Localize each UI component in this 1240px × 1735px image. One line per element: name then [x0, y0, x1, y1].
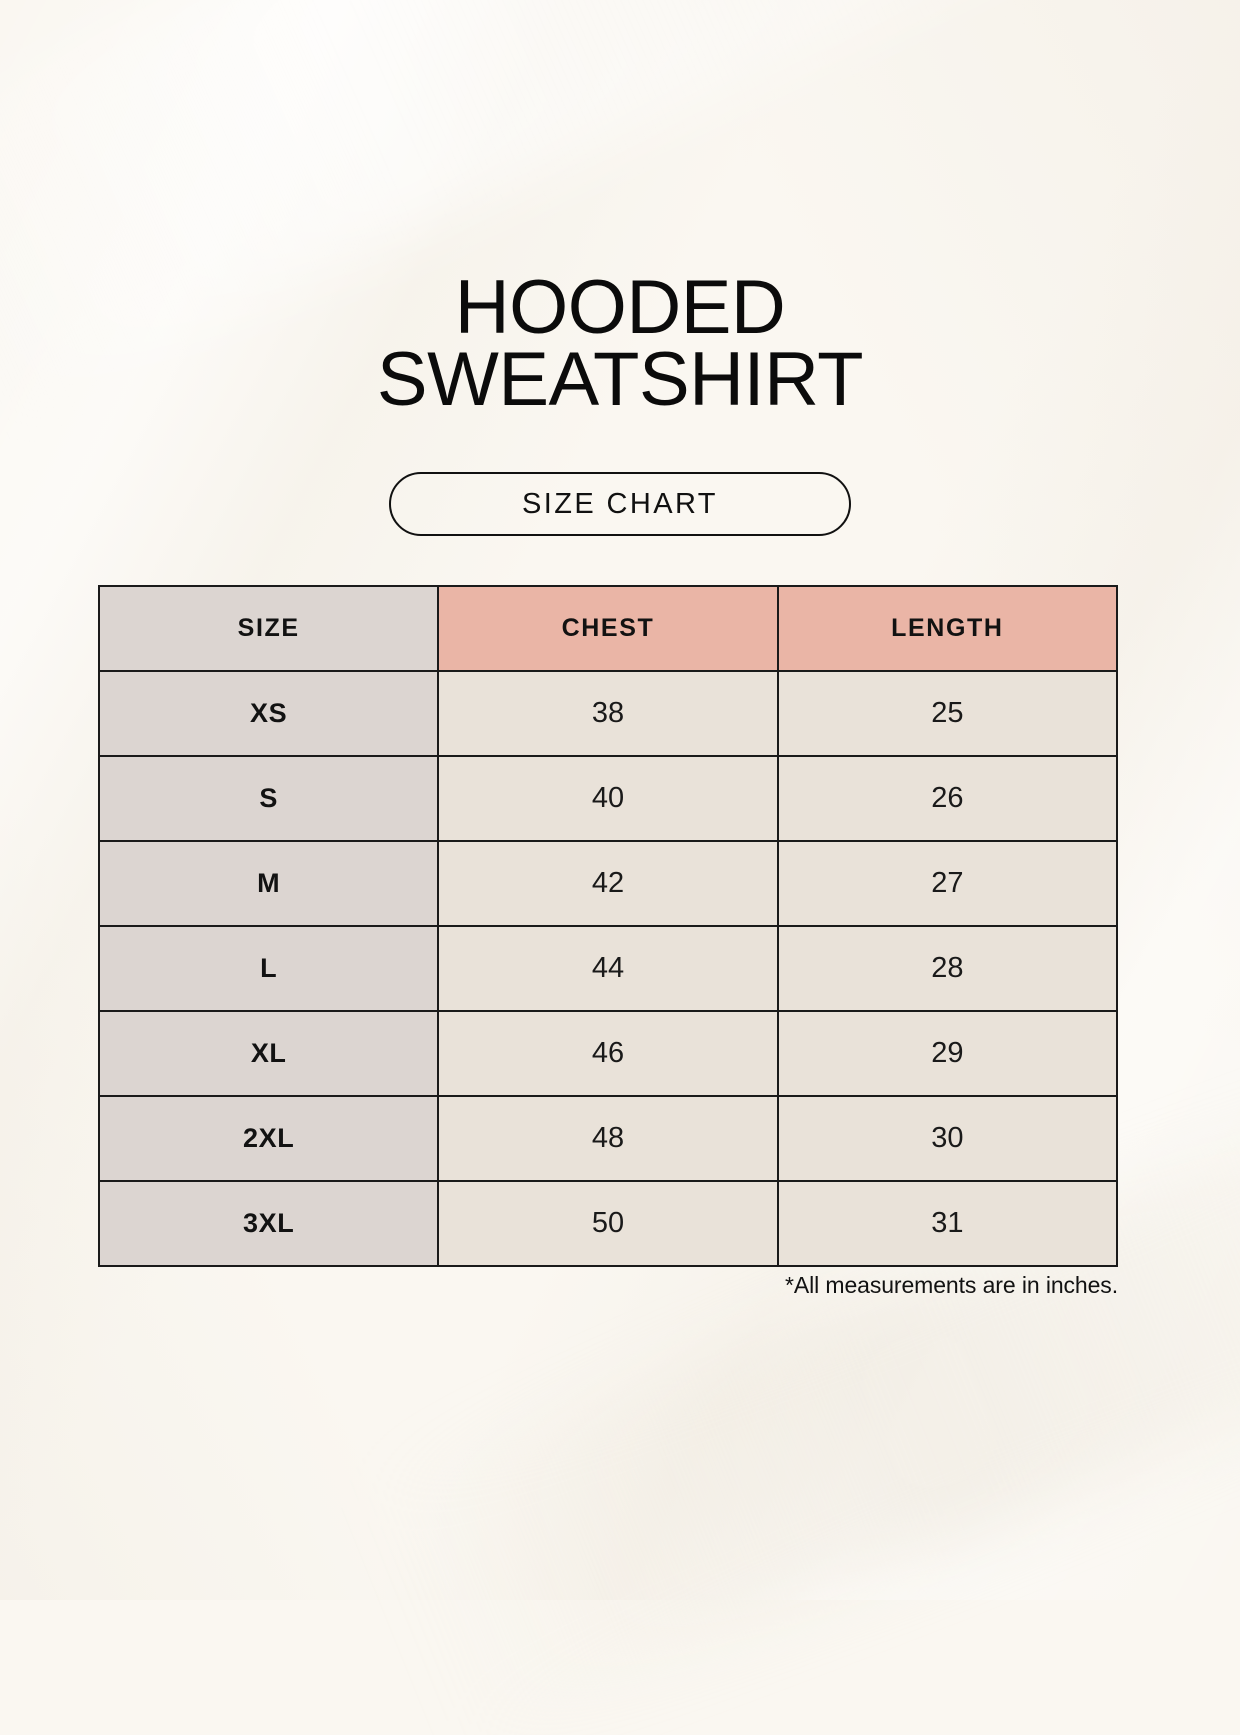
cell-length: 28	[776, 925, 1119, 1012]
cell-size: S	[97, 755, 440, 842]
cell-chest-text: 44	[591, 952, 625, 984]
size-chart-badge-container: SIZE CHART	[0, 472, 1240, 536]
size-table-body: XS 38 25 S 40	[97, 670, 1119, 1267]
cell-chest-text: 38	[591, 697, 625, 729]
cell-length-text: 29	[931, 1037, 964, 1069]
cell-length-text: 28	[931, 952, 964, 984]
table-row: 3XL 50 31	[97, 1180, 1119, 1267]
cell-size-text: XL	[250, 1038, 287, 1068]
size-table: SIZE CHEST LENGTH XS 38	[97, 585, 1119, 1267]
cell-chest-text: 40	[591, 782, 625, 814]
cell-size-text: 2XL	[243, 1123, 295, 1153]
table-row: XS 38 25	[97, 670, 1119, 757]
cell-chest: 38	[437, 670, 779, 757]
cell-chest-text: 46	[591, 1037, 625, 1069]
cell-size: 2XL	[97, 1095, 440, 1182]
cell-length: 31	[776, 1180, 1119, 1267]
cell-chest-text: 50	[591, 1207, 625, 1239]
cell-size: XS	[97, 670, 440, 757]
column-header-size-label: SIZE	[237, 614, 300, 642]
column-header-length: LENGTH	[776, 585, 1119, 672]
table-row: M 42 27	[97, 840, 1119, 927]
table-row: L 44 28	[97, 925, 1119, 1012]
cell-chest: 46	[437, 1010, 779, 1097]
cell-length-text: 30	[931, 1122, 964, 1154]
cell-length-text: 25	[931, 697, 964, 729]
cell-chest: 48	[437, 1095, 779, 1182]
page-title-line-1: HOODED	[454, 265, 786, 350]
table-row: S 40 26	[97, 755, 1119, 842]
cell-chest: 42	[437, 840, 779, 927]
column-header-size: SIZE	[97, 585, 440, 672]
cell-chest: 44	[437, 925, 779, 1012]
size-chart-badge: SIZE CHART	[389, 472, 851, 536]
cell-size: XL	[97, 1010, 440, 1097]
cell-size: L	[97, 925, 440, 1012]
cell-length: 26	[776, 755, 1119, 842]
size-chart-badge-label: SIZE CHART	[522, 487, 718, 520]
cell-length-text: 31	[931, 1207, 964, 1239]
cell-length: 29	[776, 1010, 1119, 1097]
table-row: XL 46 29	[97, 1010, 1119, 1097]
cell-length: 30	[776, 1095, 1119, 1182]
cell-chest-text: 42	[591, 867, 625, 899]
table-row: 2XL 48 30	[97, 1095, 1119, 1182]
table-header-row: SIZE CHEST LENGTH	[97, 585, 1119, 672]
cell-chest-text: 48	[591, 1122, 625, 1154]
page-title: HOODED SWEATSHIRT	[0, 265, 1240, 422]
page-title-line-2: SWEATSHIRT	[376, 337, 864, 422]
cell-size-text: M	[257, 868, 281, 898]
column-header-chest: CHEST	[437, 585, 779, 672]
cell-size-text: 3XL	[243, 1208, 295, 1238]
size-table-header: SIZE CHEST LENGTH	[97, 585, 1119, 672]
cell-length: 25	[776, 670, 1119, 757]
cell-length: 27	[776, 840, 1119, 927]
column-header-length-label: LENGTH	[891, 614, 1004, 642]
cell-chest: 50	[437, 1180, 779, 1267]
cell-chest: 40	[437, 755, 779, 842]
size-table-container: SIZE CHEST LENGTH XS 38	[97, 585, 1119, 1267]
column-header-chest-label: CHEST	[561, 614, 655, 642]
cell-size-text: L	[260, 953, 278, 983]
cell-length-text: 26	[931, 782, 964, 814]
cell-length-text: 27	[931, 867, 964, 899]
cell-size-text: S	[259, 783, 278, 813]
cell-size-text: XS	[250, 698, 288, 728]
cell-size: M	[97, 840, 440, 927]
measurement-units-footnote: *All measurements are in inches.	[784, 1272, 1118, 1298]
cell-size: 3XL	[97, 1180, 440, 1267]
